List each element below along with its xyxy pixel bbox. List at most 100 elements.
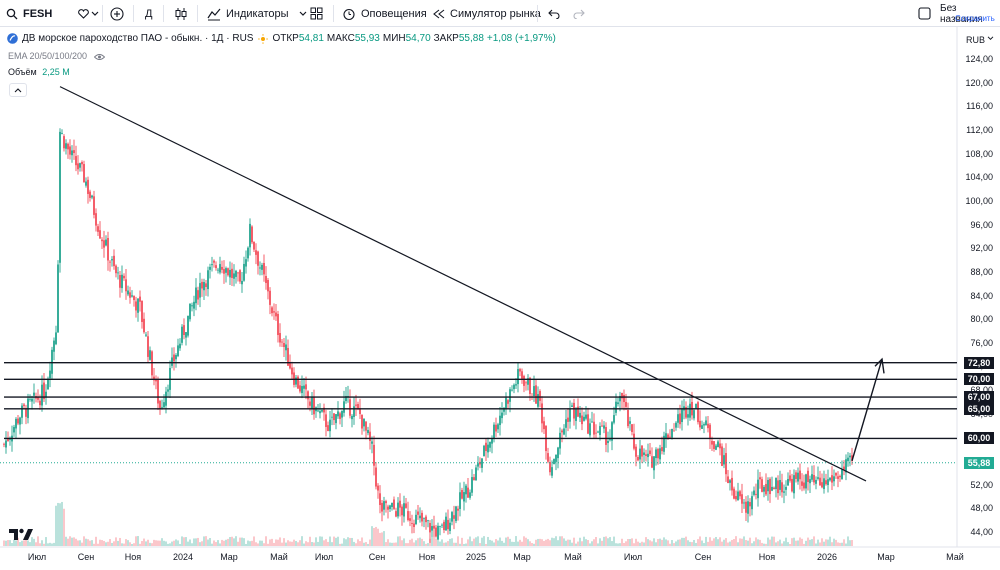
compare-button[interactable] <box>110 0 124 27</box>
volume-bar <box>647 539 649 546</box>
candle-body <box>517 369 519 385</box>
alarm-clock-icon <box>342 7 356 21</box>
volume-bar <box>367 543 369 546</box>
replay-button[interactable]: Симулятор рынка <box>433 0 541 27</box>
candle-body <box>123 275 125 279</box>
candle-body <box>747 501 749 514</box>
candle-body <box>791 478 793 492</box>
volume-bar <box>613 536 615 546</box>
candle-body <box>299 385 301 392</box>
symbol-title[interactable]: ДВ морское пароходство ПАО - обыкн. · 1Д… <box>22 33 254 44</box>
candle-body <box>411 523 413 524</box>
candle-body <box>227 268 229 276</box>
volume-bar <box>827 539 829 546</box>
layout-button[interactable] <box>310 0 323 27</box>
watchlist-dropdown[interactable] <box>78 0 99 27</box>
price-tick: 76,00 <box>970 337 993 348</box>
interval-button[interactable]: Д <box>145 7 153 20</box>
candle-body <box>251 226 253 243</box>
candle-body <box>417 511 419 515</box>
volume-label: Объём <box>8 67 37 77</box>
volume-bar <box>359 541 361 546</box>
candle-body <box>17 418 19 424</box>
volume-bar <box>335 537 337 546</box>
alerts-button[interactable]: Оповещения <box>342 0 427 27</box>
volume-bar <box>761 542 763 546</box>
tradingview-logo-icon[interactable] <box>9 527 33 546</box>
candle-body <box>471 477 473 493</box>
candle-body <box>585 414 587 419</box>
collapse-legend-button[interactable] <box>9 83 27 97</box>
volume-bar <box>67 538 69 546</box>
volume-bar <box>333 536 335 546</box>
volume-bar <box>79 540 81 546</box>
candle-body <box>697 402 699 423</box>
candle-body <box>83 164 85 183</box>
undo-button[interactable] <box>548 0 560 27</box>
candle-body <box>723 455 725 465</box>
candle-body <box>677 414 679 423</box>
indicators-button[interactable]: Индикаторы <box>207 0 307 27</box>
candle-body <box>775 477 777 490</box>
chart-type-button[interactable] <box>174 0 188 27</box>
candle-body <box>361 414 363 429</box>
high-label: МАКС <box>326 33 355 44</box>
volume-bar <box>369 539 371 546</box>
candle-body <box>79 163 81 168</box>
save-label[interactable]: Сохранить <box>955 14 995 23</box>
volume-bar <box>847 536 849 546</box>
redo-button[interactable] <box>573 0 585 27</box>
candle-body <box>247 247 249 259</box>
volume-bar <box>283 538 285 546</box>
candle-body <box>721 446 723 466</box>
volume-bar <box>155 540 157 546</box>
candle-body <box>15 418 17 429</box>
volume-bar <box>471 541 473 546</box>
volume-bar <box>77 540 79 546</box>
candle-body <box>539 391 541 401</box>
eye-icon[interactable] <box>93 53 105 61</box>
volume-bar <box>755 537 757 546</box>
volume-bar <box>449 538 451 546</box>
chevron-down-icon[interactable] <box>987 36 994 41</box>
volume-bar <box>311 542 313 546</box>
candle-body <box>243 263 245 281</box>
volume-bar <box>481 537 483 546</box>
currency-label[interactable]: RUB <box>966 35 986 45</box>
candle-body <box>305 384 307 390</box>
price-tick: 108,00 <box>965 148 993 159</box>
candle-body <box>45 391 47 398</box>
candle-body <box>499 415 501 426</box>
candle-body <box>795 472 797 479</box>
volume-bar <box>119 537 121 546</box>
candle-body <box>115 265 117 274</box>
candle-body <box>313 396 315 415</box>
volume-bar <box>111 542 113 546</box>
candle-body <box>683 406 685 411</box>
candle-body <box>219 264 221 273</box>
layout-name[interactable]: Без названия <box>940 3 983 25</box>
candle-body <box>713 441 715 449</box>
checkbox-icon <box>918 7 931 20</box>
volume-bar <box>423 541 425 546</box>
candle-body <box>773 487 775 490</box>
symbol-search[interactable]: FESH <box>6 0 52 27</box>
price-tick: 48,00 <box>970 503 993 514</box>
volume-bar <box>365 542 367 546</box>
volume-bar <box>765 543 767 546</box>
volume-bar <box>39 543 41 546</box>
volume-bar <box>375 526 377 546</box>
volume-bar <box>651 541 653 546</box>
layout-menu[interactable] <box>918 0 931 27</box>
volume-bar <box>563 538 565 546</box>
volume-bar <box>327 541 329 546</box>
volume-bar <box>501 540 503 546</box>
volume-bar <box>669 543 671 546</box>
candles-icon <box>174 7 188 21</box>
price-tick: 68,00 <box>953 385 993 395</box>
ema-indicator-label[interactable]: EMA 20/50/100/200 <box>8 51 105 61</box>
volume-bar <box>289 541 291 546</box>
candle-body <box>67 143 69 150</box>
volume-bar <box>57 502 59 546</box>
